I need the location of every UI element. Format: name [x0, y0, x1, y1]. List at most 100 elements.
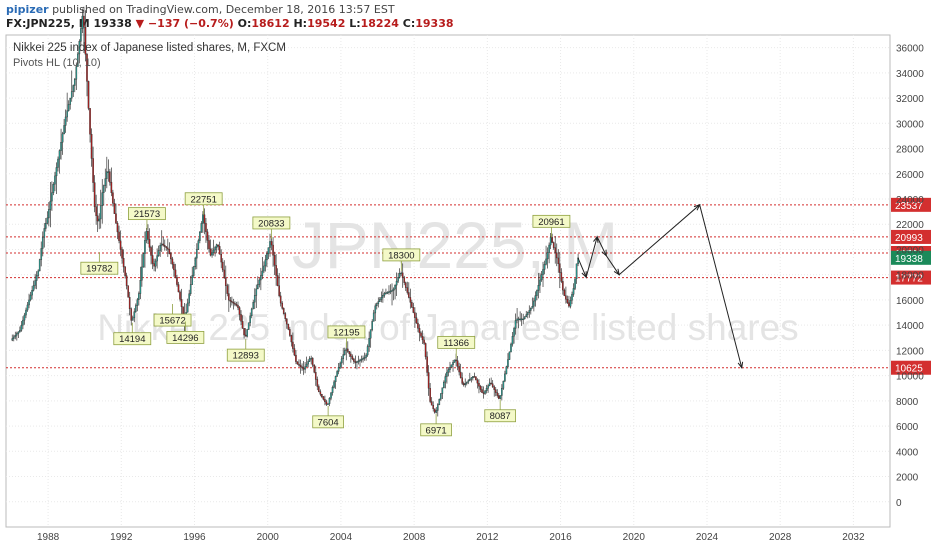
candle-body: [505, 366, 508, 375]
candle-body: [205, 223, 207, 233]
candle-body: [545, 258, 547, 265]
candle-body: [458, 366, 460, 373]
candle-body: [339, 362, 341, 368]
candle-body: [70, 91, 73, 99]
candle-body: [167, 247, 169, 250]
candle-body: [55, 167, 58, 177]
candle-body: [487, 385, 489, 389]
candle-body: [311, 357, 314, 366]
down-triangle-icon: ▼: [135, 17, 145, 30]
candle-body: [507, 359, 509, 367]
candle-body: [292, 341, 294, 349]
candle-body: [35, 275, 38, 281]
candle-body: [444, 376, 447, 383]
candle-body: [87, 81, 90, 109]
y-tick-label: 2000: [896, 473, 919, 484]
candle-body: [223, 269, 226, 279]
candle-body: [279, 295, 282, 304]
candle-body: [278, 285, 280, 297]
candle-body: [558, 263, 561, 273]
candle-body: [34, 280, 36, 286]
pivot-label-text: 6971: [426, 425, 447, 436]
candle-body: [182, 306, 184, 315]
y-tick-label: 18000: [896, 271, 924, 282]
candle-body: [380, 297, 383, 300]
published-text: published on TradingView.com, December 1…: [52, 3, 395, 16]
pivot-label-text: 11366: [443, 338, 469, 349]
candle-body: [258, 279, 261, 285]
candle-body: [497, 395, 500, 399]
candle-body: [171, 258, 174, 265]
candle-body: [519, 318, 521, 321]
candle-body: [162, 243, 165, 246]
candle-body: [557, 257, 560, 265]
candle-body: [536, 290, 538, 296]
projection-arrowhead: [693, 203, 701, 211]
candle-body: [408, 292, 410, 298]
candle-body: [63, 125, 65, 135]
pivot-label-box: [184, 192, 223, 206]
candle-body: [362, 358, 364, 360]
x-tick-label: 2020: [623, 532, 646, 543]
candle-body: [176, 277, 178, 285]
candle-body: [488, 382, 491, 386]
candle-body: [154, 260, 157, 267]
candle-body: [523, 316, 526, 320]
candle-body: [49, 200, 52, 210]
candle-body: [398, 273, 401, 278]
x-tick-label: 2032: [842, 532, 865, 543]
candle-body: [160, 243, 163, 246]
candle-body: [525, 314, 528, 317]
candle-body: [192, 266, 195, 276]
candle-body: [379, 299, 381, 302]
candle-body: [353, 358, 355, 362]
candle-body: [113, 203, 116, 214]
level-price-label: 20993: [895, 233, 923, 244]
level-price-badge: [891, 229, 931, 244]
candle-body: [208, 240, 210, 250]
candle-body: [38, 259, 41, 272]
candle-body: [134, 305, 137, 312]
candle-body: [401, 272, 404, 278]
candle-body: [250, 308, 253, 317]
x-tick-label: 2024: [696, 532, 719, 543]
candle-body: [504, 373, 506, 382]
x-tick-label: 1988: [37, 532, 60, 543]
candle-body: [305, 363, 308, 367]
candle-body: [156, 255, 158, 262]
pivot-label-box: [226, 348, 265, 362]
candle-body: [351, 356, 354, 360]
low-value: 18224: [360, 17, 399, 30]
candle-body: [400, 272, 402, 275]
y-tick-label: 16000: [896, 296, 924, 307]
candle-body: [417, 322, 419, 329]
candle-body: [310, 357, 312, 360]
candle-body: [275, 265, 277, 276]
pivot-label-box: [382, 248, 421, 262]
candle-body: [186, 302, 189, 313]
candle-body: [446, 371, 448, 377]
candle-body: [141, 266, 143, 281]
candle-body: [371, 321, 373, 330]
candle-body: [409, 297, 412, 303]
y-tick-label: 24000: [896, 195, 924, 206]
candle-body: [508, 351, 511, 360]
pivot-label-box: [153, 313, 192, 327]
candle-body: [232, 302, 235, 304]
pivot-label-box: [80, 261, 119, 275]
candle-body: [531, 306, 534, 309]
candle-body: [92, 158, 94, 183]
candle-body: [333, 381, 335, 388]
candle-body: [83, 15, 85, 28]
candle-body: [395, 280, 398, 286]
publisher-name[interactable]: pipizer: [6, 3, 49, 16]
candle-body: [26, 304, 29, 311]
candle-body: [144, 240, 146, 254]
candle-body: [217, 244, 219, 247]
candle-body: [313, 365, 316, 373]
candle-body: [96, 215, 99, 222]
candle-body: [173, 263, 175, 271]
x-axis: 1988 1992 1996 2000 2004 2008 2012 2016 2020 2024…: [37, 532, 865, 543]
candle-body: [467, 380, 470, 383]
